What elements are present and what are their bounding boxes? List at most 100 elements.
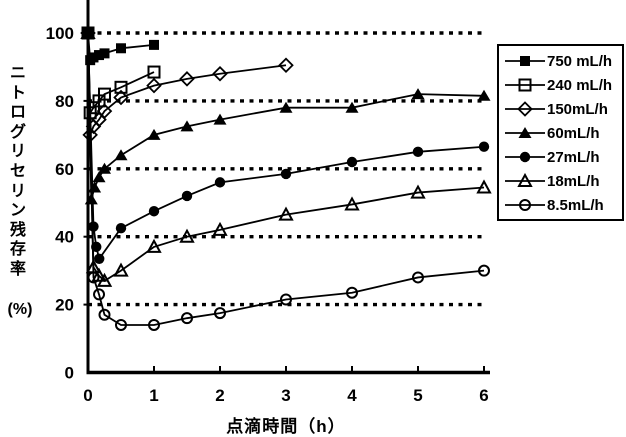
legend-item-18ml-h: 18mL/h <box>499 169 622 193</box>
marker-diamond-open <box>179 71 195 87</box>
marker-circle-filled <box>478 141 490 152</box>
marker-triangle-open <box>476 179 492 194</box>
y-tick-label-20: 20 <box>55 296 74 315</box>
x-tick-label-6: 6 <box>479 386 488 405</box>
marker-triangle-open <box>212 221 228 236</box>
marker-triangle-open <box>410 184 426 199</box>
marker-circle-open <box>346 286 358 299</box>
marker-triangle-open <box>179 228 195 243</box>
marker-triangle-open <box>85 259 102 274</box>
marker-square-filled <box>520 56 530 66</box>
marker-circle-filled <box>346 156 358 168</box>
marker-circle-open <box>478 264 490 277</box>
marker-triangle-open <box>146 238 162 253</box>
marker-triangle-filled <box>88 181 102 193</box>
legend-label: 150mL/h <box>547 100 608 118</box>
marker-circle-open <box>214 307 226 320</box>
legend-label: 8.5mL/h <box>547 196 604 214</box>
marker-triangle-open <box>278 206 294 221</box>
marker-square-filled <box>83 28 93 38</box>
legend-marker-square-open <box>505 78 545 92</box>
series-750-ml-h <box>83 28 159 66</box>
marker-circle-filled <box>412 146 424 158</box>
marker-triangle-filled <box>345 101 359 113</box>
legend-label: 18mL/h <box>547 172 600 190</box>
marker-square-open <box>147 65 161 79</box>
marker-triangle-filled <box>477 89 491 101</box>
y-tick-label-80: 80 <box>55 92 74 111</box>
legend-label: 240 mL/h <box>547 76 613 94</box>
legend-marker-triangle-open <box>505 173 545 187</box>
series-240-ml-h <box>81 26 161 120</box>
y-tick-label-40: 40 <box>55 228 74 247</box>
marker-triangle-open <box>517 173 533 187</box>
series-60ml-h <box>81 27 491 205</box>
legend-label: 750 mL/h <box>547 52 613 70</box>
legend-marker-square-filled <box>505 56 545 66</box>
marker-triangle-filled <box>180 120 194 132</box>
x-axis-title: 点滴時間（h） <box>226 417 346 436</box>
marker-circle-filled <box>519 151 531 163</box>
marker-circle-filled <box>94 253 105 264</box>
marker-diamond-open <box>96 103 113 119</box>
marker-square-filled <box>149 39 159 50</box>
series-18ml-h <box>80 24 492 287</box>
legend-marker-diamond-open <box>505 101 545 117</box>
legend-item-8.5ml-h: 8.5mL/h <box>499 193 622 217</box>
marker-circle-filled <box>88 221 99 232</box>
marker-square-open <box>98 87 111 101</box>
x-tick-label-3: 3 <box>281 386 290 405</box>
marker-circle-filled <box>214 177 226 188</box>
marker-triangle-open <box>113 262 129 277</box>
marker-triangle-filled <box>411 88 425 100</box>
legend-marker-circle-open <box>505 199 545 211</box>
marker-square-filled <box>116 43 126 54</box>
marker-diamond-open <box>146 77 162 94</box>
marker-triangle-open <box>91 267 107 282</box>
marker-diamond-open <box>113 89 129 106</box>
x-tick-label-5: 5 <box>413 386 422 405</box>
marker-circle-filled <box>181 190 193 202</box>
marker-triangle-open <box>96 272 113 287</box>
marker-triangle-filled <box>84 193 98 205</box>
marker-triangle-filled <box>279 101 293 113</box>
legend-box: 750 mL/h 240 mL/h 150mL/h 60mL/h 27mL/h 18mL/… <box>497 44 624 221</box>
marker-triangle-filled <box>518 127 532 138</box>
marker-circle-filled <box>115 223 127 234</box>
marker-diamond-open <box>212 65 228 82</box>
marker-circle-open <box>98 308 111 321</box>
legend-item-150ml-h: 150mL/h <box>499 97 622 121</box>
marker-triangle-filled <box>92 171 106 183</box>
marker-circle-open <box>148 318 160 331</box>
marker-square-filled <box>99 48 110 59</box>
marker-circle-open <box>93 288 106 301</box>
marker-triangle-open <box>344 196 360 211</box>
marker-square-filled <box>88 52 99 63</box>
marker-circle-open <box>280 293 292 306</box>
x-tick-label-2: 2 <box>215 386 224 405</box>
series-line <box>87 32 485 261</box>
marker-diamond-open <box>517 101 533 117</box>
marker-triangle-filled <box>98 162 111 174</box>
marker-circle-open <box>519 199 531 211</box>
y-tick-label-100: 100 <box>46 24 74 43</box>
marker-square-filled <box>94 50 105 61</box>
marker-triangle-filled <box>147 128 161 140</box>
series-line <box>87 32 485 282</box>
legend-label: 60mL/h <box>547 124 600 142</box>
marker-square-open <box>114 80 128 94</box>
legend-marker-triangle-filled <box>505 127 545 138</box>
marker-triangle-filled <box>213 113 227 125</box>
marker-circle-filled <box>91 241 102 253</box>
legend-marker-circle-filled <box>505 151 545 163</box>
y-tick-label-0: 0 <box>65 364 74 383</box>
marker-square-open <box>518 78 532 92</box>
x-tick-label-0: 0 <box>83 386 92 405</box>
series-line <box>87 32 485 326</box>
y-axis-title: ニトログリセリン残存率 <box>9 65 26 278</box>
legend-label: 27mL/h <box>547 148 600 166</box>
marker-diamond-open <box>278 57 294 74</box>
y-tick-label-60: 60 <box>55 160 74 179</box>
